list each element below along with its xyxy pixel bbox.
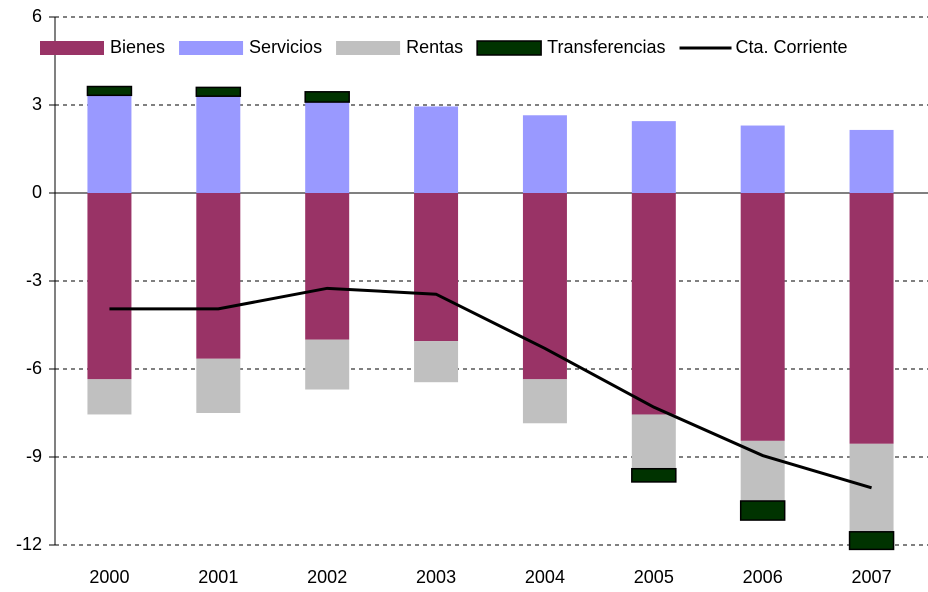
bar	[631, 121, 676, 193]
y-tick-label: -6	[26, 358, 42, 378]
bar	[740, 125, 785, 193]
x-tick-label: 2000	[89, 567, 129, 587]
bar	[740, 193, 785, 441]
bar	[414, 106, 459, 193]
bar	[196, 193, 241, 359]
bar	[305, 193, 350, 340]
legend-swatch	[179, 41, 244, 55]
x-tick-label: 2002	[307, 567, 347, 587]
bar	[414, 341, 459, 383]
bar	[196, 358, 241, 413]
bar	[87, 95, 132, 193]
bar	[304, 91, 350, 103]
bar	[631, 193, 676, 415]
legend-label: Rentas	[406, 37, 463, 57]
bar	[631, 414, 676, 469]
bar	[87, 379, 132, 415]
legend-swatch	[40, 41, 104, 55]
x-tick-label: 2006	[743, 567, 783, 587]
bar	[305, 102, 350, 193]
x-tick-label: 2001	[198, 567, 238, 587]
legend-label: Servicios	[249, 37, 322, 57]
bar	[414, 193, 459, 342]
bar	[195, 86, 242, 97]
x-tick-label: 2004	[525, 567, 565, 587]
bar	[86, 85, 133, 97]
line-series	[109, 286, 872, 490]
y-tick-label: 6	[32, 6, 42, 26]
legend-swatch	[336, 41, 401, 55]
y-tick-label: -3	[26, 270, 42, 290]
bar	[522, 115, 567, 193]
legend-swatch	[476, 40, 542, 56]
bar	[87, 193, 132, 380]
bar	[522, 379, 567, 424]
x-tick-label: 2003	[416, 567, 456, 587]
x-tick-label: 2005	[634, 567, 674, 587]
bar	[739, 500, 786, 521]
bar	[740, 440, 785, 501]
bar	[305, 339, 350, 390]
y-tick-label: -12	[16, 534, 42, 554]
bar	[196, 96, 241, 193]
bar	[631, 467, 677, 483]
legend-label: Bienes	[110, 37, 165, 57]
x-tick-label: 2007	[852, 567, 892, 587]
bar	[522, 193, 567, 380]
y-tick-label: 0	[32, 182, 42, 202]
y-tick-label: 3	[32, 94, 42, 114]
bar	[848, 531, 895, 551]
bar	[849, 129, 894, 193]
y-tick-label: -9	[26, 446, 42, 466]
legend-label: Transferencias	[547, 37, 665, 57]
bar	[849, 193, 894, 444]
legend-label: Cta. Corriente	[736, 37, 848, 57]
